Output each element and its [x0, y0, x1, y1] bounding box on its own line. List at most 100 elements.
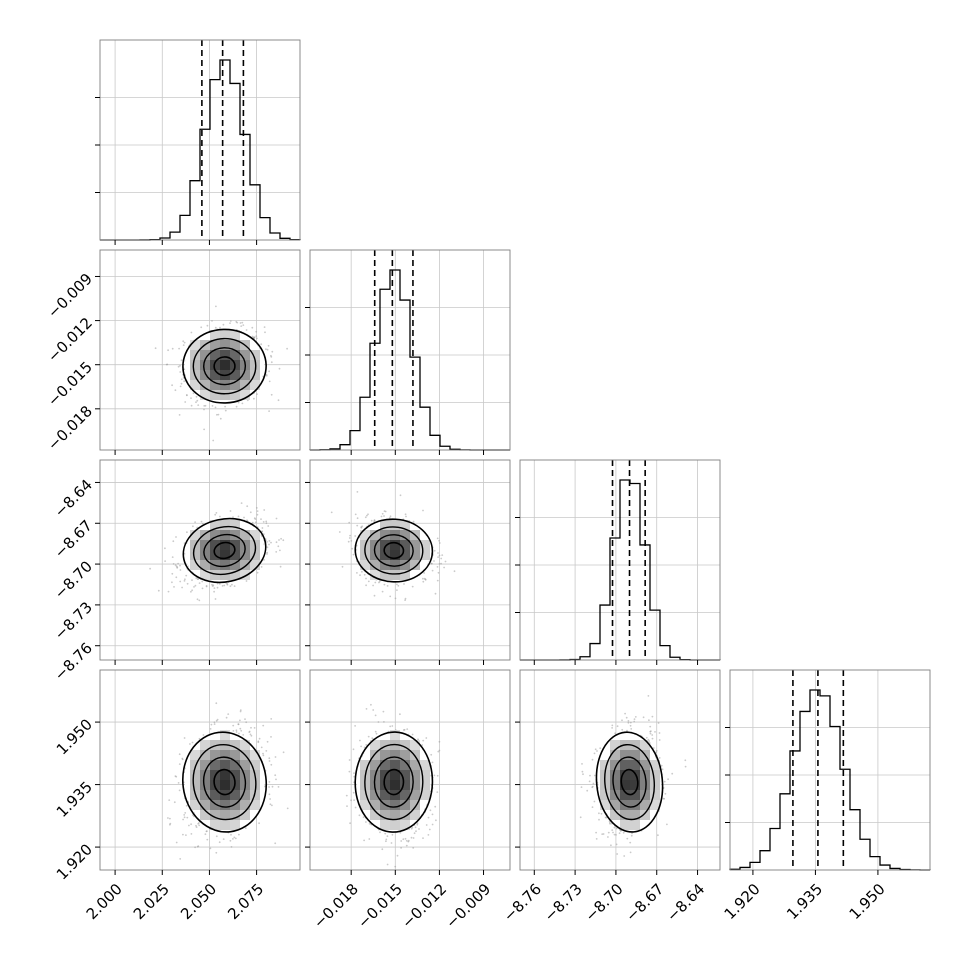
sample-point [182, 834, 184, 836]
sample-point [196, 826, 198, 828]
sample-point [230, 510, 232, 512]
sample-point [405, 838, 407, 840]
x-tick-label: −0.012 [398, 880, 450, 932]
sample-point [432, 762, 434, 764]
y-tick-label: −0.009 [44, 270, 96, 322]
density-cell [200, 810, 210, 820]
sample-point [260, 518, 262, 520]
sample-point [350, 540, 352, 542]
panel-2-1 [305, 460, 510, 665]
sample-point [389, 726, 391, 728]
sample-point [212, 405, 214, 407]
sample-point [355, 807, 357, 809]
sample-point [191, 579, 193, 581]
sample-point [390, 515, 392, 517]
x-tick-label: −0.009 [442, 880, 494, 932]
sample-point [206, 585, 208, 587]
sample-point [240, 730, 242, 732]
sample-point [181, 383, 183, 385]
sample-point [608, 832, 610, 834]
sample-point [191, 405, 193, 407]
sample-point [232, 725, 234, 727]
sample-point [175, 389, 177, 391]
sample-point [435, 819, 437, 821]
sample-point [353, 772, 355, 774]
sample-point [395, 598, 397, 600]
sample-point [238, 402, 240, 404]
sample-point [443, 567, 445, 569]
density-cell [220, 520, 230, 530]
sample-point [430, 809, 432, 811]
sample-point [215, 327, 217, 329]
sample-point [214, 587, 216, 589]
sample-point [251, 327, 253, 329]
sample-point [239, 728, 241, 730]
sample-point [171, 384, 173, 386]
sample-point [194, 846, 196, 848]
sample-point [171, 581, 173, 583]
sample-point [434, 806, 436, 808]
sample-point [402, 838, 404, 840]
sample-point [179, 858, 181, 860]
sample-point [205, 405, 207, 407]
sample-point [403, 729, 405, 731]
sample-point [226, 583, 228, 585]
sample-point [265, 348, 267, 350]
y-tick-label: 1.935 [53, 778, 96, 821]
sample-point [231, 846, 233, 848]
sample-point [238, 516, 240, 518]
density-cell [390, 780, 400, 790]
y-tick-label: 1.950 [53, 715, 96, 758]
density-cell [190, 360, 200, 370]
sample-point [264, 331, 266, 333]
sample-point [262, 753, 264, 755]
sample-point [195, 585, 197, 587]
sample-point [353, 792, 355, 794]
density-cell [390, 570, 400, 580]
sample-point [168, 591, 170, 593]
sample-point [437, 580, 439, 582]
sample-point [269, 781, 271, 783]
sample-point [263, 521, 265, 523]
sample-point [271, 351, 273, 353]
sample-point [211, 724, 213, 726]
sample-point [353, 799, 355, 801]
sample-point [348, 541, 350, 543]
y-tick-label: 1.920 [53, 840, 96, 883]
sample-point [181, 587, 183, 589]
sample-point [250, 727, 252, 729]
sample-point [195, 401, 197, 403]
sample-point [187, 583, 189, 585]
sample-point [236, 731, 238, 733]
sample-point [242, 324, 244, 326]
sample-point [387, 585, 389, 587]
sample-point [181, 378, 183, 380]
sample-point [215, 598, 217, 600]
sample-point [207, 325, 209, 327]
sample-point [270, 542, 272, 544]
sample-point [193, 586, 195, 588]
sample-point [167, 817, 169, 819]
sample-point [271, 361, 273, 363]
sample-point [375, 715, 377, 717]
sample-point [366, 708, 368, 710]
sample-point [173, 563, 175, 565]
sample-point [172, 540, 174, 542]
sample-point [381, 516, 383, 518]
density-cell [380, 790, 390, 800]
sample-point [237, 723, 239, 725]
sample-point [175, 576, 177, 578]
sample-point [422, 740, 424, 742]
panel-3-1: −0.018−0.015−0.012−0.009 [305, 670, 510, 932]
sample-point [270, 764, 272, 766]
sample-point [215, 852, 217, 854]
sample-point [216, 414, 218, 416]
sample-point [434, 775, 436, 777]
sample-point [164, 547, 166, 549]
sample-point [230, 585, 232, 587]
density-cell [200, 800, 210, 810]
sample-point [396, 589, 398, 591]
sample-point [188, 825, 190, 827]
sample-point [226, 717, 228, 719]
density-cell [250, 380, 260, 390]
